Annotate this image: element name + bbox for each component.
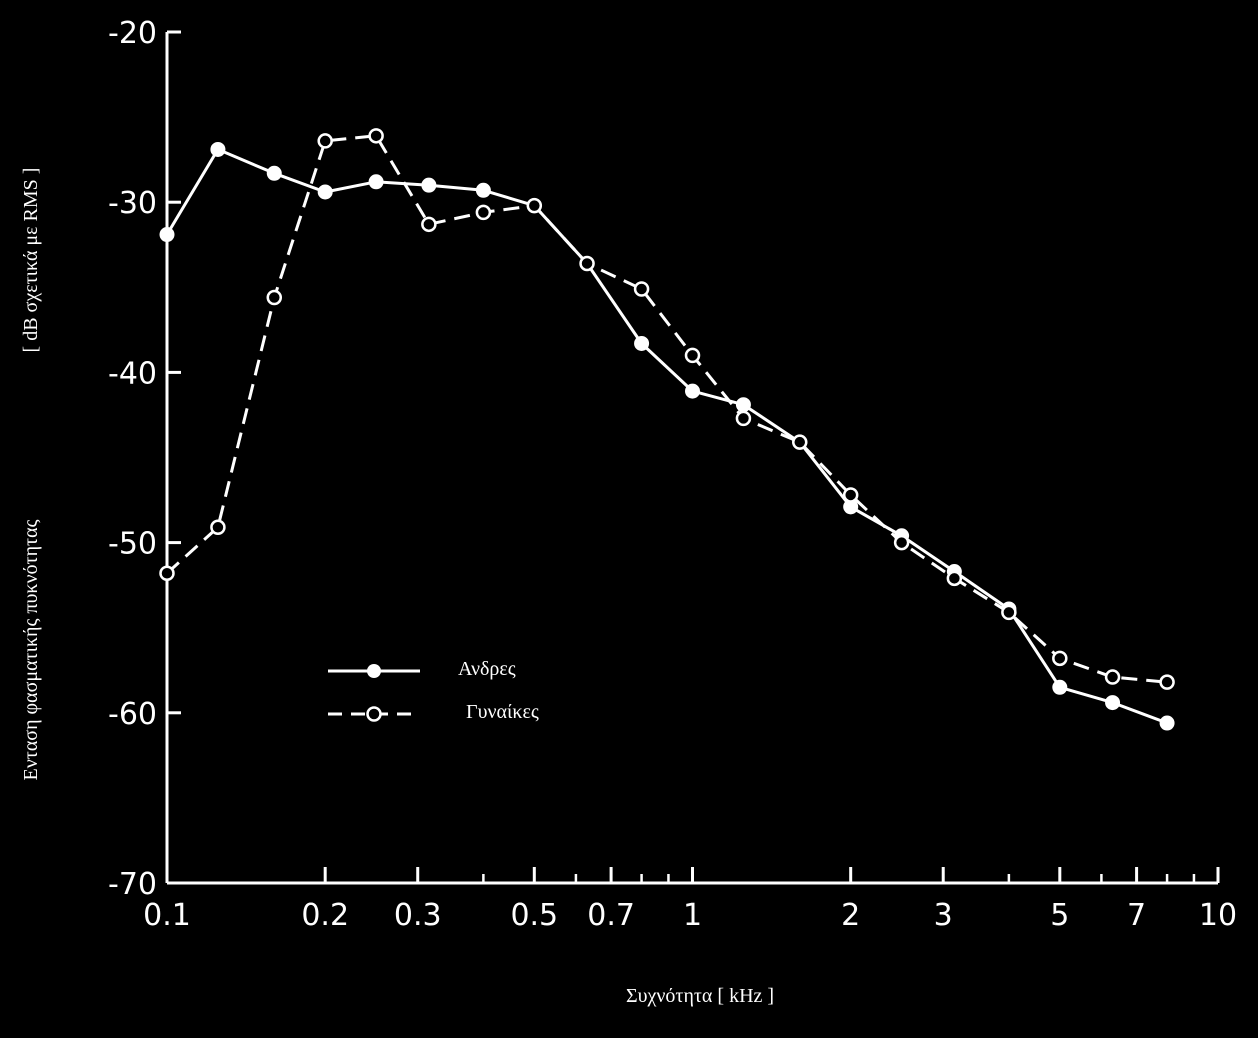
data-point	[475, 204, 492, 221]
x-tick-label: 0.3	[394, 898, 442, 933]
data-point	[368, 128, 384, 144]
legend-entry-women: Γυναίκες	[328, 701, 539, 723]
y-tick-label: -70	[108, 867, 157, 902]
x-tick-label: 0.5	[510, 898, 558, 933]
data-point	[792, 434, 808, 450]
legend-label: Ανδρες	[458, 658, 516, 680]
data-point	[421, 216, 437, 233]
x-tick-label: 5	[1050, 898, 1069, 933]
legend-label: Γυναίκες	[466, 701, 539, 723]
ticks: -20 -30 -40 -50 -60 -700.1 0.2 0.3 0.5 0.7 1 2 3 5 7 10	[108, 16, 1237, 933]
data-point	[1052, 679, 1068, 695]
data-point	[1001, 604, 1017, 621]
x-tick-label: 1	[683, 898, 702, 933]
data-point	[685, 383, 700, 399]
x-tick-label: 3	[934, 898, 953, 933]
data-point	[842, 487, 859, 503]
data-point	[159, 565, 175, 581]
series-men	[159, 141, 1175, 731]
data-point	[368, 174, 384, 190]
series-layer	[159, 128, 1175, 731]
legend: Ανδρες Γυναίκες	[328, 658, 539, 723]
data-point	[1105, 695, 1121, 711]
data-point	[421, 177, 437, 193]
y-tick-label: -40	[108, 356, 157, 391]
y-tick-label: -20	[108, 16, 157, 51]
x-tick-label: 0.1	[143, 898, 191, 933]
y-axis-title-quantity: Ενταση φασματικής πυκνότητας	[20, 519, 42, 780]
data-point	[1052, 650, 1068, 667]
data-point	[579, 255, 595, 272]
data-point	[684, 347, 701, 364]
x-tick-label: 7	[1127, 898, 1146, 933]
data-point	[317, 133, 333, 149]
data-point	[159, 227, 175, 243]
y-tick-label: -50	[108, 527, 157, 562]
series-line	[165, 134, 1168, 684]
series-women	[159, 128, 1175, 690]
y-axis-title-units: [ dB σχετικά με RMS ]	[20, 168, 42, 353]
x-tick-label: 10	[1199, 898, 1237, 933]
data-point	[210, 141, 226, 157]
y-tick-label: -60	[108, 697, 157, 732]
data-point	[735, 410, 752, 427]
data-point	[526, 197, 543, 214]
data-point	[946, 570, 963, 587]
data-point	[735, 397, 751, 413]
axes	[165, 32, 1218, 885]
series-line	[165, 147, 1168, 725]
data-point	[210, 519, 226, 536]
x-tick-label: 2	[841, 898, 860, 933]
data-point	[1104, 669, 1121, 685]
x-tick-label: 0.7	[587, 898, 635, 933]
data-point	[1159, 674, 1175, 690]
data-point	[633, 281, 650, 297]
legend-marker	[367, 664, 381, 678]
data-point	[893, 534, 910, 551]
data-point	[634, 335, 650, 351]
data-point	[317, 184, 333, 200]
data-point	[266, 289, 283, 306]
x-axis-title: Συχνότητα [ kHz ]	[626, 985, 774, 1007]
data-point	[266, 165, 282, 181]
data-point	[1159, 715, 1175, 731]
x-tick-label: 0.2	[301, 898, 349, 933]
legend-marker	[366, 706, 382, 722]
legend-entry-men: Ανδρες	[328, 658, 516, 680]
data-point	[475, 182, 491, 198]
y-tick-label: -30	[108, 186, 157, 221]
